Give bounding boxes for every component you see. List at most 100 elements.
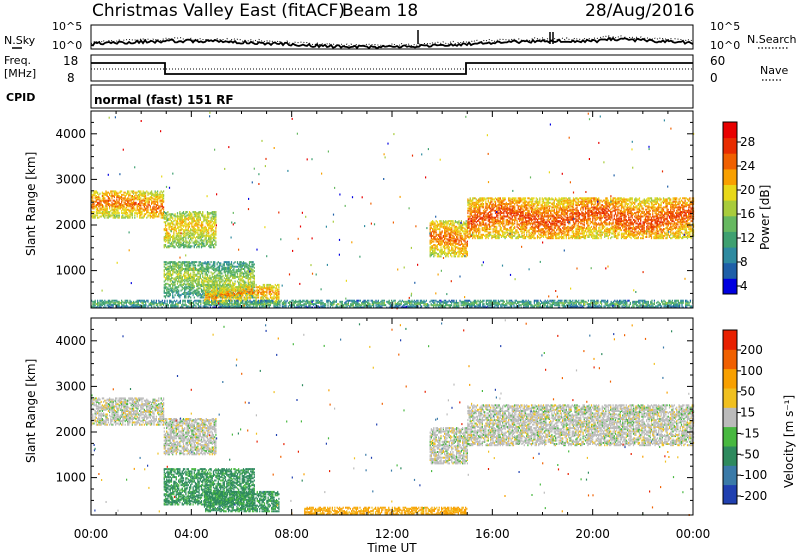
echo-cell [246, 272, 248, 275]
echo-cell [143, 200, 145, 203]
echo-cell [179, 246, 181, 249]
echo-cell [139, 209, 141, 212]
echo-cell [192, 278, 194, 281]
echo-cell [106, 192, 108, 195]
echo-cell [234, 261, 236, 264]
echo-cell [208, 291, 210, 294]
echo-cell [169, 262, 171, 265]
echo-cell [121, 201, 123, 204]
echo-cell [273, 291, 275, 294]
echo-cell [190, 293, 192, 295]
echo-cell [178, 263, 180, 266]
echo-cell [172, 265, 174, 268]
echo-cell [196, 289, 198, 292]
echo-cell [487, 218, 489, 221]
echo-cell [186, 279, 188, 282]
echo-cell [212, 222, 215, 225]
echo-cell [202, 224, 204, 227]
echo-cell [109, 205, 111, 208]
echo-cell [446, 238, 448, 241]
echo-cell [212, 245, 215, 248]
echo-cell [161, 213, 163, 216]
echo-cell [215, 240, 217, 243]
echo-cell [107, 197, 109, 200]
echo-cell [212, 290, 214, 293]
echo-cell [113, 214, 115, 217]
echo-cell [215, 241, 217, 244]
echo-cell [167, 233, 169, 236]
echo-cell [263, 283, 266, 286]
echo-cell [222, 283, 224, 286]
echo-cell [200, 245, 203, 248]
echo-cell [223, 266, 225, 269]
echo-cell [180, 218, 182, 221]
echo-cell [125, 206, 127, 209]
echo-cell [269, 296, 272, 299]
echo-cell [140, 205, 142, 208]
echo-cell [472, 209, 474, 212]
echo-cell [191, 291, 193, 294]
echo-cell [202, 234, 204, 237]
echo-cell [147, 215, 149, 218]
echo-cell [203, 286, 205, 289]
echo-cell [163, 211, 165, 213]
echo-cell [224, 286, 226, 289]
echo-cell [166, 269, 168, 272]
echo-cell [434, 254, 436, 257]
echo-cell [230, 272, 233, 275]
echo-cell [127, 214, 129, 217]
echo-cell [203, 215, 205, 218]
echo-cell [154, 195, 156, 197]
echo-cell [163, 244, 165, 246]
echo-cell [164, 216, 167, 219]
echo-cell [145, 197, 147, 200]
echo-cell [140, 204, 142, 207]
echo-cell [221, 265, 223, 268]
echo-cell [190, 216, 192, 219]
echo-cell [196, 231, 198, 234]
echo-cell [172, 269, 174, 272]
echo-cell [191, 283, 193, 286]
echo-cell [196, 269, 198, 272]
echo-cell [488, 197, 491, 200]
echo-cell [181, 283, 183, 286]
echo-cell [517, 231, 519, 234]
echo-cell [188, 283, 191, 286]
echo-cell [163, 208, 165, 211]
echo-cell [161, 205, 163, 208]
echo-cell [209, 238, 211, 241]
echo-cell [133, 198, 135, 201]
echo-cell [98, 205, 100, 208]
echo-cell [174, 281, 176, 284]
echo-cell [116, 201, 118, 204]
echo-cell [109, 212, 111, 215]
echo-cell [245, 283, 248, 286]
echo-cell [159, 197, 161, 200]
echo-cell [179, 215, 181, 218]
echo-cell [191, 275, 193, 278]
echo-cell [139, 193, 141, 196]
echo-cell [235, 270, 237, 273]
echo-cell [202, 213, 204, 216]
echo-cell [496, 229, 498, 232]
echo-cell [181, 288, 183, 291]
echo-cell [161, 198, 163, 201]
echo-cell [244, 275, 246, 278]
echo-cell [194, 240, 197, 243]
echo-cell [192, 277, 194, 280]
echo-cell [445, 244, 447, 246]
echo-cell [184, 217, 186, 220]
echo-cell [164, 222, 167, 225]
echo-cell [200, 244, 203, 246]
echo-cell [436, 221, 438, 224]
echo-cell [197, 220, 199, 223]
echo-cell [166, 273, 168, 276]
echo-cell [211, 279, 213, 282]
echo-cell [442, 239, 444, 242]
echo-cell [223, 264, 225, 267]
echo-cell [200, 270, 203, 273]
echo-cell [175, 228, 177, 231]
echo-cell [450, 220, 452, 223]
echo-cell [207, 283, 209, 286]
freq-unit: [MHz] [4, 67, 36, 80]
